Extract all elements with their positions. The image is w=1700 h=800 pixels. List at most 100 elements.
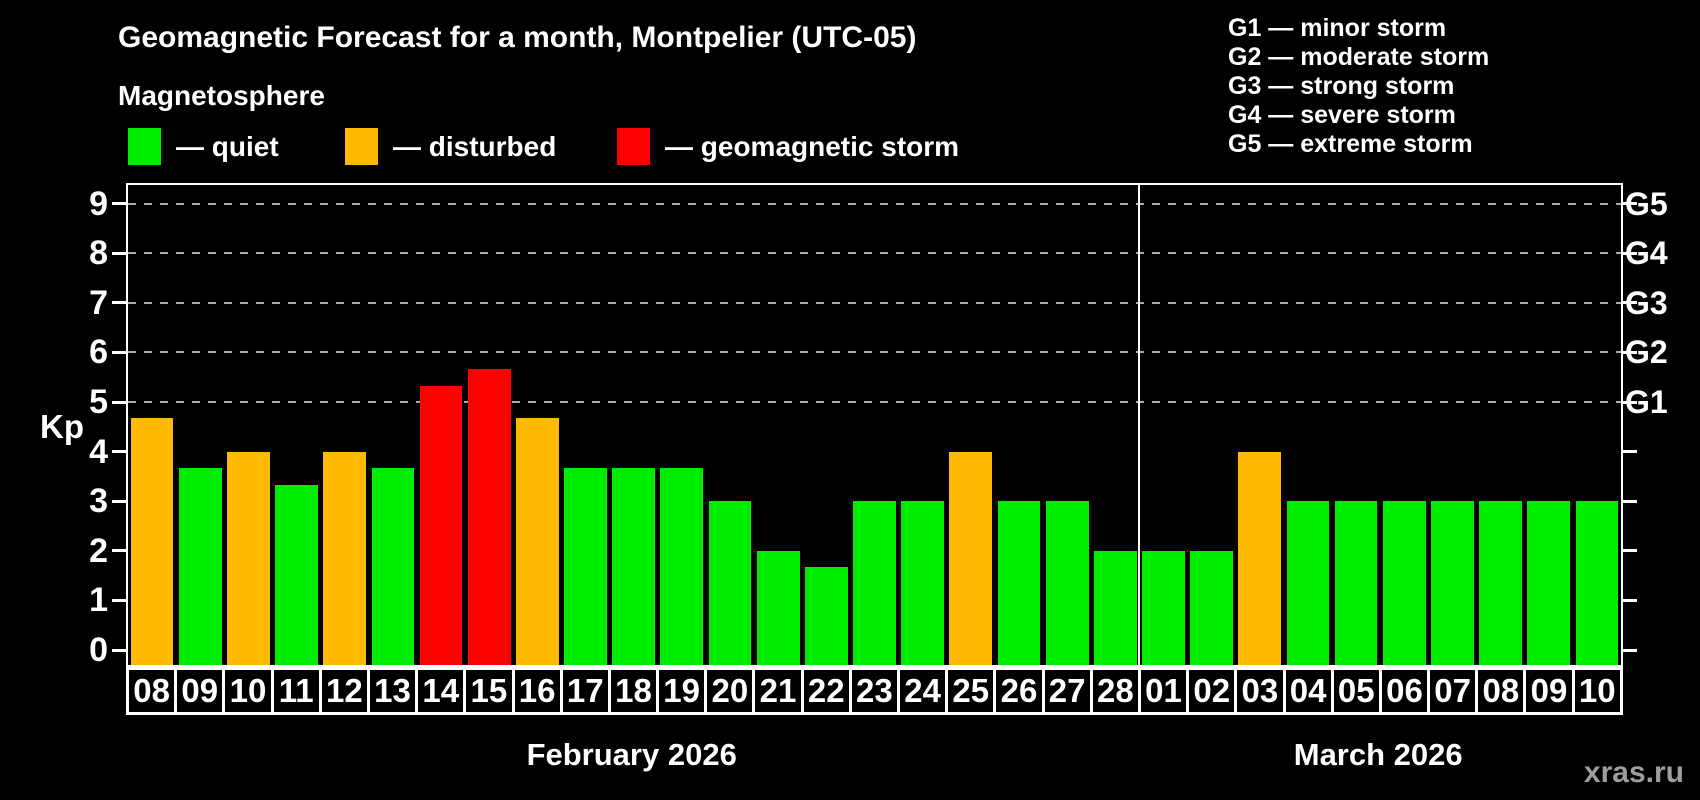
gridline-kp9: [128, 202, 1621, 205]
storm-scale-line-g1: G1 — minor storm: [1228, 14, 1447, 42]
gridline-kp6: [128, 351, 1621, 354]
y-tick-left: [112, 648, 126, 652]
date-cell: 13: [366, 667, 419, 715]
date-cell: 25: [945, 667, 997, 715]
y-tick-right: [1623, 301, 1637, 305]
date-cell: 15: [463, 667, 515, 715]
legend-swatch-quiet: [128, 128, 161, 165]
date-cell: 06: [1378, 667, 1431, 715]
kp-bar: [323, 451, 367, 665]
kp-bar: [178, 467, 222, 665]
kp-bar: [564, 467, 607, 665]
g-level-label-g5: G5: [1625, 185, 1668, 222]
g-level-label-g1: G1: [1625, 384, 1668, 420]
date-cell: 16: [511, 667, 563, 715]
y-tick-label: 3: [89, 482, 108, 521]
y-tick-right: [1623, 350, 1637, 354]
date-cell: 17: [559, 667, 611, 715]
date-cell: 08: [126, 667, 178, 715]
y-tick-right: [1623, 499, 1637, 503]
legend-swatch-storm: [617, 128, 650, 165]
kp-bar: [660, 467, 704, 665]
date-cell: 24: [897, 667, 949, 715]
y-axis-title: Kp: [40, 408, 84, 445]
y-tick-label: 1: [89, 581, 108, 620]
y-tick-label: 9: [89, 184, 108, 223]
kp-bar: [612, 467, 656, 665]
kp-bar: [804, 567, 848, 665]
kp-bar: [1334, 501, 1378, 665]
legend-item-quiet: — quiet: [128, 128, 279, 165]
date-cell: 28: [1089, 667, 1141, 715]
y-tick-left: [112, 202, 126, 206]
kp-bar: [1575, 501, 1619, 665]
y-tick-left: [112, 499, 126, 503]
g-level-label-g3: G3: [1625, 284, 1668, 321]
y-tick-right: [1623, 400, 1637, 404]
y-tick-left: [112, 251, 126, 255]
y-tick-right: [1623, 251, 1637, 255]
kp-bar: [708, 501, 752, 665]
y-tick-right: [1623, 450, 1637, 454]
date-cell: 11: [270, 667, 322, 715]
date-cell: 10: [1571, 667, 1623, 715]
date-cell: 19: [656, 667, 708, 715]
kp-bar: [853, 501, 896, 665]
date-cell: 07: [1427, 667, 1479, 715]
storm-scale-line-g5: G5 — extreme storm: [1228, 130, 1473, 158]
y-tick-right: [1623, 549, 1637, 553]
g-level-label-g2: G2: [1625, 334, 1668, 371]
date-cell: 26: [993, 667, 1045, 715]
legend-item-disturbed: — disturbed: [345, 128, 556, 165]
kp-bar: [275, 484, 318, 665]
kp-bar: [1382, 501, 1426, 665]
kp-bar: [756, 550, 800, 665]
gridline-kp5: [128, 401, 1621, 403]
kp-bar: [130, 418, 174, 665]
y-tick-left: [112, 350, 126, 354]
date-cell: 27: [1041, 667, 1093, 715]
month-separator-line: [1138, 185, 1141, 665]
kp-bar: [949, 451, 993, 665]
date-cell: 21: [752, 667, 804, 715]
kp-bar: [515, 418, 559, 665]
date-cell: 09: [174, 667, 226, 715]
kp-bar: [997, 501, 1041, 665]
kp-bar: [1479, 501, 1522, 665]
date-cell: 18: [607, 667, 660, 715]
y-tick-label: 6: [89, 333, 108, 372]
kp-bar: [1238, 451, 1282, 665]
date-cell: 23: [848, 667, 900, 715]
y-tick-label: 0: [89, 631, 108, 669]
y-tick-right: [1623, 598, 1637, 602]
kp-bar: [1142, 550, 1185, 665]
date-cell: 01: [1137, 667, 1190, 715]
y-tick-label: 7: [89, 283, 108, 322]
month-label: February 2026: [526, 737, 737, 772]
y-tick-right: [1623, 648, 1637, 652]
legend-label-disturbed: — disturbed: [393, 130, 557, 162]
y-tick-label: 5: [89, 383, 108, 421]
y-tick-label: 2: [89, 531, 108, 570]
kp-bar: [1431, 501, 1474, 665]
date-cell: 14: [415, 667, 467, 715]
date-cell: 04: [1282, 667, 1334, 715]
status-legend: — quiet — disturbed — geomagnetic storm: [128, 128, 1108, 170]
kp-bar: [419, 385, 463, 665]
page-title: Geomagnetic Forecast for a month, Montpe…: [118, 21, 917, 54]
kp-bar: [1527, 501, 1571, 665]
y-tick-left: [112, 598, 126, 602]
y-tick-right: [1623, 202, 1637, 206]
kp-bar: [1093, 550, 1137, 665]
month-label: March 2026: [1293, 737, 1463, 772]
gridline-kp8: [128, 252, 1621, 255]
storm-scale-line-g4: G4 — severe storm: [1228, 101, 1456, 129]
plot-inner: 0 1 2 3 4 5 6 7 8 9 G1 G2 G3 G4 G5: [89, 185, 1668, 669]
date-cell: 03: [1234, 667, 1286, 715]
y-tick-label: 4: [89, 432, 108, 471]
legend-item-storm: — geomagnetic storm: [617, 128, 959, 165]
g-level-label-g4: G4: [1625, 235, 1668, 272]
month-labels-row: February 2026 March 2026: [126, 737, 1623, 777]
kp-bar: [901, 501, 945, 665]
